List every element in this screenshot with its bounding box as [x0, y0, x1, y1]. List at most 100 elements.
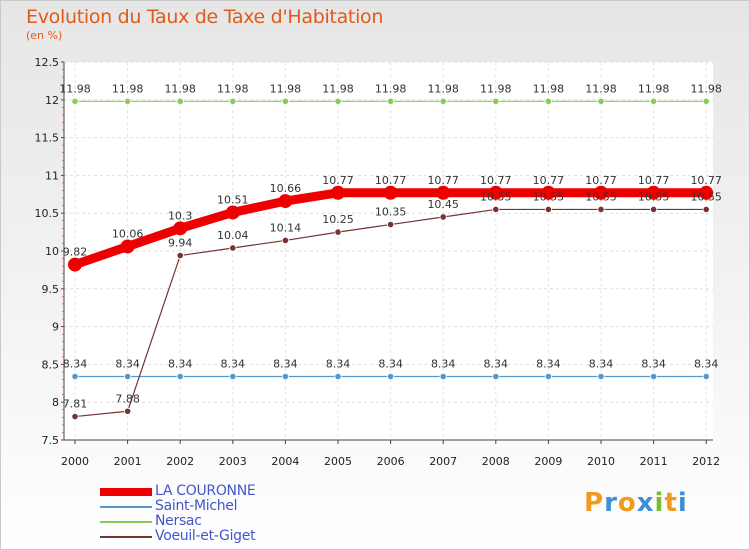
x-tick-label: 2010 — [587, 455, 615, 468]
data-point — [702, 97, 710, 105]
data-label: 10.77 — [375, 174, 407, 187]
data-label: 11.98 — [217, 82, 249, 95]
x-tick-label: 2001 — [114, 455, 142, 468]
x-tick-label: 2007 — [429, 455, 457, 468]
data-label: 8.34 — [273, 357, 298, 370]
data-label: 10.77 — [585, 174, 617, 187]
x-tick-label: 2009 — [534, 455, 562, 468]
y-tick-label: 7.5 — [42, 434, 60, 447]
data-label: 11.98 — [59, 82, 91, 95]
data-label: 7.88 — [115, 392, 140, 405]
logo-letter: i — [654, 488, 665, 518]
data-point — [334, 228, 342, 236]
y-tick-label: 8 — [52, 396, 59, 409]
data-label: 10.77 — [638, 174, 670, 187]
data-point — [597, 372, 605, 381]
data-label: 8.34 — [326, 357, 351, 370]
data-point — [544, 205, 553, 214]
data-label: 8.34 — [641, 357, 666, 370]
data-label: 11.98 — [533, 82, 565, 95]
data-point — [544, 372, 553, 381]
data-point — [281, 372, 289, 381]
legend-swatch — [100, 487, 152, 496]
legend-swatch — [100, 520, 152, 523]
data-label: 11.98 — [690, 82, 722, 95]
data-point — [229, 97, 237, 105]
data-point — [386, 372, 395, 381]
logo-letter: o — [617, 488, 637, 518]
data-point — [281, 236, 289, 245]
data-point — [278, 194, 293, 209]
legend-item: Saint-Michel — [100, 499, 255, 514]
x-tick-label: 2003 — [219, 455, 247, 468]
y-tick-label: 10 — [45, 245, 59, 258]
data-label: 10.51 — [217, 193, 249, 206]
data-label: 10.35 — [375, 206, 407, 219]
x-tick-label: 2000 — [61, 455, 89, 468]
data-point — [176, 372, 184, 381]
data-point — [541, 185, 556, 200]
chart-subtitle: (en %) — [26, 29, 63, 42]
x-tick-label: 2002 — [166, 455, 194, 468]
data-label: 11.98 — [322, 82, 354, 95]
legend-label: Saint-Michel — [155, 498, 238, 514]
data-label: 8.34 — [168, 357, 193, 370]
proxiti-logo: Proxiti — [584, 488, 688, 518]
data-label: 10.77 — [690, 174, 722, 187]
data-label: 11.98 — [585, 82, 617, 95]
logo-letter: P — [584, 488, 605, 518]
data-point — [492, 372, 500, 381]
data-label: 8.34 — [536, 357, 561, 370]
data-point — [331, 185, 345, 200]
data-label: 10.55 — [690, 190, 722, 203]
data-point — [120, 239, 135, 254]
data-label: 11.98 — [427, 82, 459, 95]
y-tick-label: 9.5 — [42, 283, 60, 296]
legend-swatch — [100, 505, 152, 508]
data-label: 8.34 — [115, 357, 140, 370]
data-label: 10.55 — [480, 190, 512, 203]
x-tick-label: 2006 — [377, 455, 405, 468]
data-label: 9.94 — [168, 237, 193, 250]
x-tick-label: 2005 — [324, 455, 352, 468]
data-point — [386, 97, 395, 105]
logo-letter: r — [604, 488, 618, 518]
data-point — [436, 185, 451, 200]
data-label: 10.14 — [270, 221, 302, 234]
data-label: 10.45 — [427, 198, 459, 211]
data-label: 8.34 — [589, 357, 614, 370]
data-label: 9.82 — [63, 246, 88, 259]
data-point — [597, 97, 605, 105]
legend-item: Nersac — [100, 514, 255, 529]
data-point — [383, 185, 398, 200]
data-point — [597, 205, 605, 214]
data-label: 10.55 — [638, 190, 670, 203]
data-label: 8.34 — [221, 357, 246, 370]
data-point — [649, 205, 658, 214]
data-label: 8.34 — [378, 357, 403, 370]
data-label: 11.98 — [112, 82, 144, 95]
data-point — [176, 251, 184, 260]
data-label: 10.04 — [217, 229, 249, 242]
data-point — [646, 185, 661, 200]
data-point — [594, 185, 608, 200]
data-label: 10.77 — [427, 174, 459, 187]
y-tick-label: 11 — [45, 169, 59, 182]
chart-title: Evolution du Taux de Taxe d'Habitation — [26, 6, 384, 28]
data-label: 11.98 — [480, 82, 512, 95]
data-label: 11.98 — [375, 82, 407, 95]
data-point — [225, 205, 240, 220]
data-point — [124, 407, 132, 415]
data-point — [71, 97, 79, 105]
data-label: 10.77 — [322, 174, 354, 187]
x-tick-label: 2004 — [271, 455, 299, 468]
legend-item: Voeuil-et-Giget — [100, 529, 256, 544]
data-point — [124, 97, 132, 105]
data-point — [649, 372, 658, 381]
y-tick-label: 12.5 — [35, 56, 60, 69]
data-label: 8.34 — [694, 357, 719, 370]
y-tick-label: 9 — [52, 321, 59, 334]
data-point — [334, 372, 342, 381]
data-point — [173, 221, 188, 236]
